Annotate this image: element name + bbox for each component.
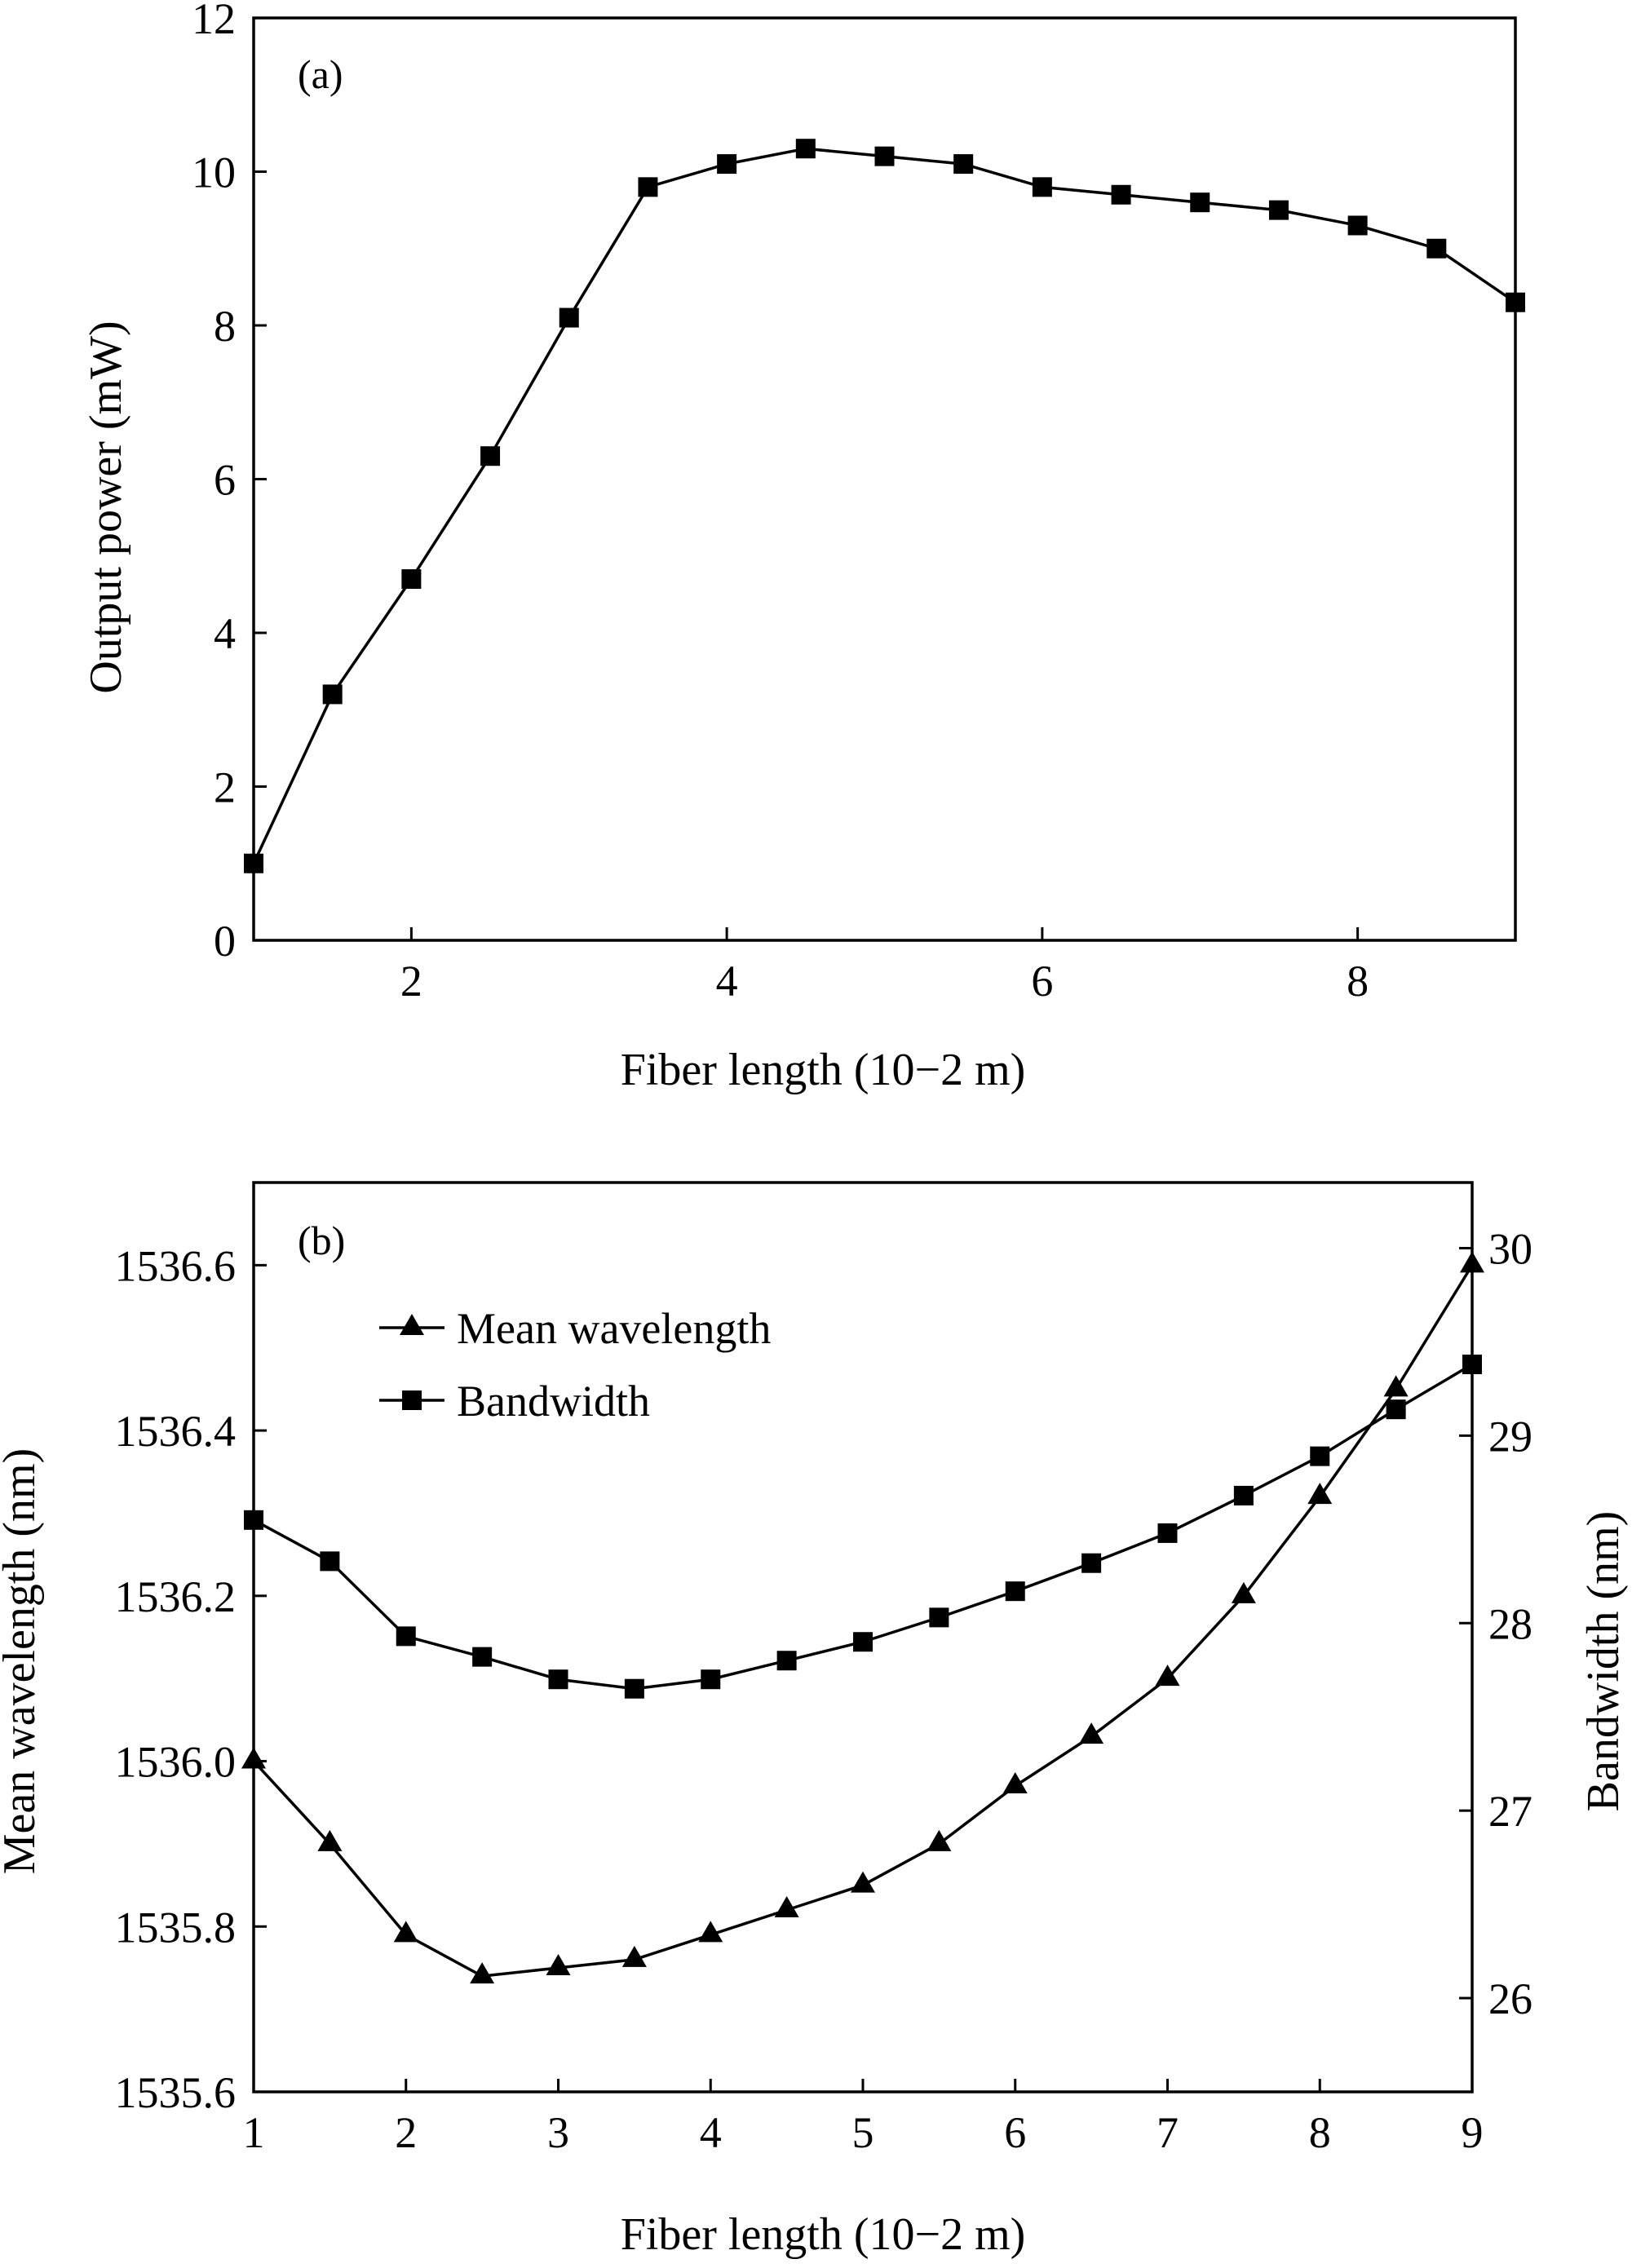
panel-a-y-tick-label: 8: [214, 302, 236, 351]
panel-b-x-tick-label: 1: [243, 2108, 265, 2157]
panel-b-series-mean-wavelength-point: [698, 1921, 723, 1943]
panel-b-series-mean-wavelength-point: [1231, 1581, 1256, 1603]
panel-a-series-0-point: [1347, 215, 1368, 236]
panel-b-x-tick-label: 4: [700, 2108, 722, 2157]
panel-b-series-bandwidth-point: [1233, 1485, 1254, 1505]
panel-b-series-bandwidth-point: [1005, 1581, 1025, 1602]
panel-b-series-mean-wavelength-point: [241, 1747, 266, 1769]
panel-b-x-tick-label: 3: [547, 2108, 569, 2157]
panel-b-x-tick-label: 8: [1309, 2108, 1331, 2157]
panel-b-x-tick-label: 6: [1004, 2108, 1026, 2157]
panel-a-series-0-point: [717, 154, 737, 175]
panel-a-series-0-point: [1426, 238, 1447, 259]
panel-b-series-bandwidth-point: [472, 1647, 493, 1667]
panel-b-y-tick-label: 1536.0: [115, 1738, 237, 1787]
panel-b-series-mean-wavelength-point: [1307, 1483, 1333, 1505]
panel-a-x-axis-title: Fiber length (10−2 m): [621, 1045, 1026, 1095]
panel-a-x-tick-label: 2: [400, 957, 422, 1006]
legend: Mean wavelength Bandwidth: [379, 1304, 771, 1426]
panel-a-y-tick-label: 12: [192, 0, 236, 43]
legend-label-bandwidth: Bandwidth: [457, 1377, 650, 1426]
panel-b-wavelength-bandwidth: (b) Fiber length (10−2 m) Mean wavelengt…: [0, 1181, 1629, 2260]
panel-b-y-tick-label: 1536.6: [115, 1241, 237, 1290]
panel-a-series-0-point: [1111, 184, 1131, 205]
panel-b-x-tick-label: 2: [395, 2108, 417, 2157]
panel-a-y-tick-label: 2: [214, 763, 236, 812]
panel-a-series-0-point: [322, 684, 343, 705]
panel-a-x-tick-label: 4: [716, 957, 738, 1006]
panel-a-series-0-point: [244, 853, 263, 873]
legend-triangle-marker: [400, 1314, 424, 1335]
panel-a-y-tick-label: 6: [214, 456, 236, 505]
panel-b-x-tick-label: 5: [852, 2108, 874, 2157]
panel-b-series-bandwidth-point: [1310, 1446, 1330, 1466]
panel-a-x-tick-label: 6: [1031, 957, 1053, 1006]
panel-b-y2-tick-label: 27: [1488, 1787, 1532, 1836]
panel-b-series-mean-wavelength-point: [851, 1871, 875, 1893]
panel-b-series-mean-wavelength-point: [393, 1921, 418, 1943]
panel-a-series-0-point: [559, 307, 579, 328]
panel-b-series-mean-wavelength-point: [1383, 1375, 1409, 1397]
panel-a-series-0-point: [1268, 200, 1289, 220]
panel-b-y-tick-label: 1535.8: [115, 1903, 237, 1952]
panel-a-series-0-point: [1032, 177, 1052, 197]
panel-b-right-y-axis-title: Bandwidth (nm): [1578, 1511, 1629, 1812]
panel-b-y2-tick-label: 30: [1488, 1224, 1532, 1273]
panel-b-series-mean-wavelength-point: [774, 1896, 799, 1917]
panel-b-series-bandwidth-point: [396, 1626, 416, 1647]
panel-b-series-mean-wavelength-point: [927, 1829, 952, 1851]
panel-a-x-tick-label: 8: [1347, 957, 1369, 1006]
panel-b-y-tick-label: 1536.4: [115, 1407, 237, 1456]
panel-a-series-0-point: [874, 146, 895, 166]
panel-a-series-0-point: [401, 569, 422, 590]
panel-b-y-tick-label: 1536.2: [115, 1572, 237, 1621]
panel-b-y2-tick-label: 26: [1488, 1974, 1532, 2023]
panel-b-series-bandwidth-point: [1462, 1355, 1482, 1374]
panel-a-y-tick-label: 0: [214, 917, 236, 966]
panel-a-label: (a): [298, 51, 343, 97]
panel-a-y-axis-title: Output power (mW): [81, 321, 131, 693]
panel-b-series-bandwidth-point: [853, 1632, 873, 1652]
legend-label-mean-wavelength: Mean wavelength: [457, 1304, 771, 1353]
panel-b-series-mean-wavelength-point: [1079, 1722, 1104, 1744]
panel-b-series-bandwidth-point: [701, 1669, 721, 1690]
panel-b-series-bandwidth-point: [1157, 1523, 1178, 1543]
panel-b-series-bandwidth-point: [1386, 1399, 1406, 1420]
panel-b-y2-tick-label: 28: [1488, 1599, 1532, 1648]
panel-a-series-0-point: [1190, 192, 1210, 213]
panel-b-series-mean-wavelength-point: [1460, 1251, 1484, 1273]
panel-b-series-mean-wavelength-point: [546, 1953, 571, 1975]
panel-b-series-bandwidth-point: [776, 1651, 797, 1671]
panel-b-series-mean-wavelength-point: [1155, 1665, 1180, 1687]
panel-b-series-bandwidth-point: [320, 1551, 340, 1572]
panel-a-y-tick-label: 4: [214, 609, 236, 658]
panel-a-series-0-point: [480, 446, 501, 466]
panel-b-series-bandwidth-point: [1081, 1553, 1102, 1573]
legend-square-marker: [402, 1390, 422, 1410]
panel-b-series-bandwidth-point: [929, 1607, 949, 1628]
panel-a-output-power: (a) Fiber length (10−2 m) Output power (…: [81, 0, 1525, 1095]
panel-a-series-0-point: [953, 154, 974, 175]
panel-b-series-mean-wavelength-point: [470, 1962, 495, 1984]
panel-b-series-mean-wavelength-point: [621, 1945, 647, 1967]
panel-b-y-tick-label: 1535.6: [115, 2068, 237, 2117]
panel-b-series-bandwidth-point: [548, 1669, 568, 1690]
panel-a-series-0-point: [638, 177, 658, 197]
panel-b-x-tick-label: 7: [1157, 2108, 1179, 2157]
panel-b-y2-tick-label: 29: [1488, 1412, 1532, 1461]
panel-b-label: (b): [298, 1218, 345, 1263]
panel-b-series-mean-wavelength-point: [1002, 1771, 1028, 1793]
panel-b-left-y-axis-title: Mean wavelength (nm): [0, 1448, 45, 1874]
panel-a-y-tick-label: 10: [192, 148, 236, 197]
panel-b-x-tick-label: 9: [1462, 2108, 1484, 2157]
panel-a-series-0-point: [1506, 292, 1525, 312]
panel-b-series-bandwidth-point: [244, 1510, 263, 1530]
panel-b-series-bandwidth-point: [624, 1678, 644, 1699]
panel-a-series-0-point: [795, 139, 816, 159]
panel-b-series-mean-wavelength-point: [317, 1829, 343, 1851]
panel-b-x-axis-title: Fiber length (10−2 m): [621, 2209, 1026, 2260]
